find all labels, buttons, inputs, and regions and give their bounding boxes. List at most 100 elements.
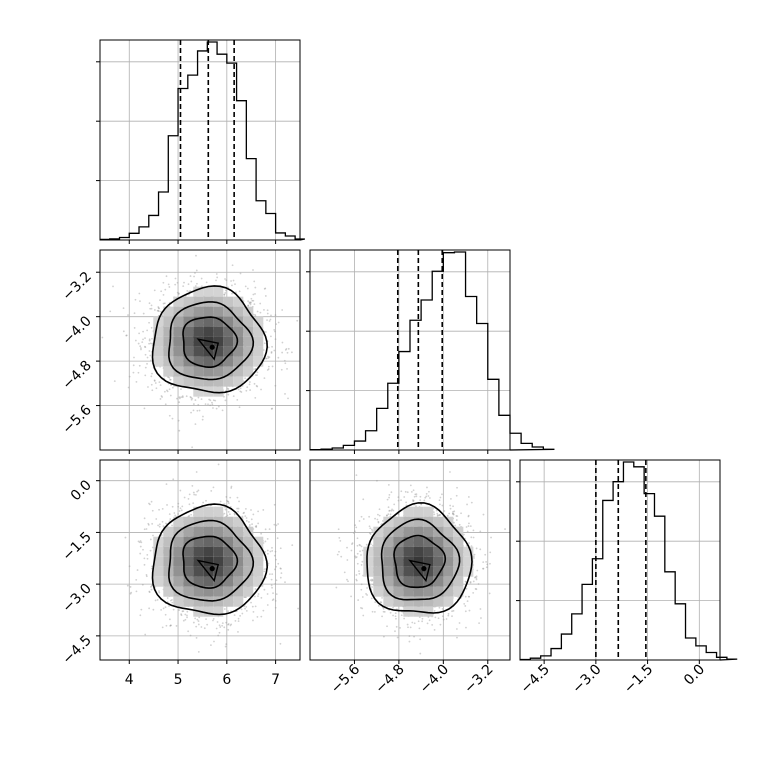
scatter-point — [239, 390, 242, 393]
scatter-point — [265, 357, 268, 360]
scatter-point — [172, 478, 175, 481]
scatter-point — [263, 308, 265, 311]
scatter-point — [266, 549, 269, 552]
histogram-panel-2 — [306, 250, 555, 451]
scatter-point — [197, 396, 200, 399]
scatter-point — [168, 414, 171, 417]
scatter-point — [255, 526, 258, 528]
scatter-point — [160, 609, 163, 611]
scatter-point — [208, 398, 211, 401]
density-cell — [163, 526, 174, 537]
scatter-point — [406, 623, 409, 626]
density-cell — [203, 306, 214, 317]
scatter-point — [274, 314, 277, 316]
scatter-point — [189, 275, 192, 277]
scatter-point — [144, 337, 146, 340]
scatter-point — [151, 522, 154, 525]
scatter-point — [147, 522, 150, 525]
scatter-point — [158, 591, 161, 594]
scatter-point — [122, 307, 125, 310]
scatter-point — [254, 314, 257, 316]
scatter-point — [241, 612, 244, 615]
scatter-point — [196, 282, 198, 285]
density-cell — [213, 286, 224, 297]
scatter-point — [283, 359, 286, 362]
density-cell — [153, 546, 164, 557]
scatter-point — [200, 626, 203, 628]
scatter-point — [169, 378, 172, 381]
scatter-point — [260, 388, 262, 391]
density-cell — [233, 306, 244, 317]
scatter-point — [237, 631, 239, 633]
density-cell — [173, 376, 184, 387]
scatter-point — [254, 525, 257, 528]
scatter-point — [130, 591, 133, 594]
scatter-point — [151, 337, 153, 340]
density-cell — [213, 596, 224, 607]
scatter-point — [148, 503, 151, 506]
density-cell — [183, 346, 194, 357]
density-cell — [213, 546, 224, 557]
scatter-point — [161, 507, 164, 510]
scatter-point — [223, 503, 226, 506]
scatter-point — [177, 419, 180, 422]
scatter-point — [362, 518, 365, 520]
scatter-point — [170, 624, 172, 627]
scatter-point — [139, 545, 142, 548]
scatter-point — [166, 597, 169, 599]
density-cell — [223, 346, 234, 357]
scatter-point — [152, 534, 154, 537]
scatter-point — [284, 362, 287, 365]
scatter-point — [152, 247, 154, 249]
scatter-point — [255, 384, 258, 387]
scatter-point — [169, 518, 172, 520]
scatter-point — [189, 396, 192, 398]
scatter-point — [232, 395, 235, 398]
density-cell — [203, 586, 214, 597]
scatter-point — [169, 394, 172, 397]
scatter-point — [192, 621, 195, 624]
scatter-point — [128, 565, 131, 568]
scatter-point — [221, 409, 224, 412]
density-cell — [233, 596, 244, 607]
density-cell — [213, 526, 224, 537]
scatter-point — [223, 608, 226, 610]
density-cell — [223, 536, 234, 547]
scatter-point — [226, 514, 229, 517]
scatter-point — [156, 598, 159, 601]
scatter-point — [197, 403, 200, 406]
scatter-point — [236, 398, 239, 401]
scatter-point — [229, 624, 232, 627]
density-cell — [183, 516, 194, 527]
scatter-point — [133, 356, 135, 359]
density-cell — [203, 286, 214, 297]
scatter-point — [161, 520, 164, 523]
density-cell — [173, 536, 184, 547]
density-cell — [193, 536, 204, 547]
scatter-point — [183, 496, 186, 499]
density-cell — [233, 336, 244, 347]
scatter-point — [221, 624, 224, 627]
density-cell — [183, 556, 194, 567]
contour-line — [151, 285, 269, 394]
scatter-point — [129, 592, 132, 595]
scatter-point — [215, 279, 217, 282]
scatter-point — [226, 500, 229, 503]
scatter-point — [178, 609, 181, 611]
scatter-point — [274, 582, 277, 585]
scatter-point — [239, 272, 242, 275]
density-cell — [233, 326, 244, 337]
scatter-point — [187, 630, 190, 633]
scatter-point — [234, 619, 237, 622]
scatter-point — [139, 614, 142, 617]
scatter-point — [197, 489, 200, 492]
density-cell — [253, 536, 264, 547]
scatter-point — [198, 616, 201, 619]
scatter-point — [274, 606, 277, 609]
scatter-point — [138, 292, 141, 295]
scatter-point — [237, 617, 240, 620]
scatter-point — [391, 508, 393, 511]
scatter-point — [128, 375, 131, 378]
density-cell — [153, 326, 164, 337]
scatter-point — [155, 387, 158, 390]
